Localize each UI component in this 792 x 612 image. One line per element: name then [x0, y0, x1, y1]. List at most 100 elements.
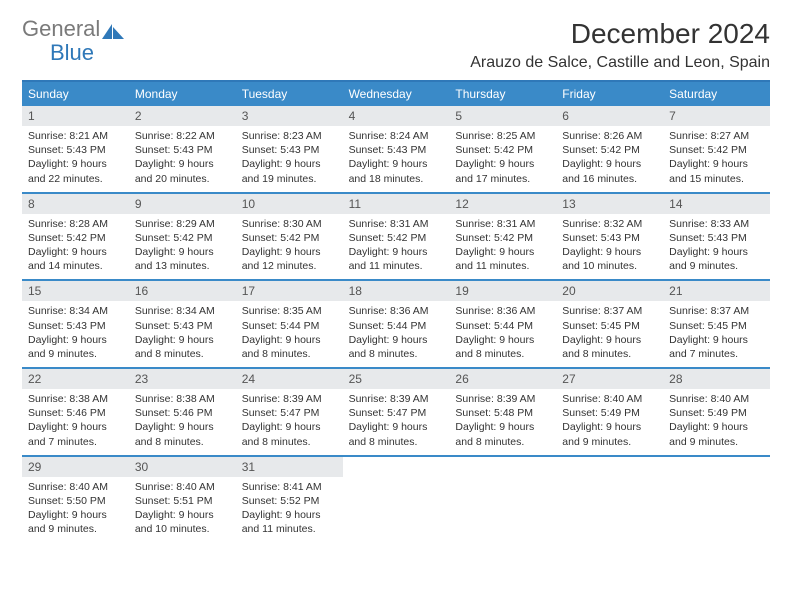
title-month: December 2024 — [470, 18, 770, 50]
brand-blue: Blue — [50, 42, 94, 64]
day-cell: 4 Sunrise: 8:24 AMSunset: 5:43 PMDaylight… — [343, 106, 450, 192]
day-details: Sunrise: 8:22 AMSunset: 5:43 PMDaylight:… — [131, 129, 234, 186]
day-cell: 7 Sunrise: 8:27 AMSunset: 5:42 PMDaylight… — [663, 106, 770, 192]
day-cell: 20 Sunrise: 8:37 AMSunset: 5:45 PMDayligh… — [556, 281, 663, 367]
day-details: Sunrise: 8:21 AMSunset: 5:43 PMDaylight:… — [24, 129, 127, 186]
day-details: Sunrise: 8:39 AMSunset: 5:47 PMDaylight:… — [238, 392, 341, 449]
day-number: 31 — [236, 457, 343, 477]
day-details: Sunrise: 8:37 AMSunset: 5:45 PMDaylight:… — [558, 304, 661, 361]
day-number: 26 — [449, 369, 556, 389]
day-details: Sunrise: 8:37 AMSunset: 5:45 PMDaylight:… — [665, 304, 768, 361]
day-number: 19 — [449, 281, 556, 301]
day-number: 4 — [343, 106, 450, 126]
day-cell: 19 Sunrise: 8:36 AMSunset: 5:44 PMDayligh… — [449, 281, 556, 367]
day-number: 10 — [236, 194, 343, 214]
day-number: 11 — [343, 194, 450, 214]
day-cell: 10 Sunrise: 8:30 AMSunset: 5:42 PMDayligh… — [236, 194, 343, 280]
day-number: 28 — [663, 369, 770, 389]
day-cell: 21 Sunrise: 8:37 AMSunset: 5:45 PMDayligh… — [663, 281, 770, 367]
day-number: 5 — [449, 106, 556, 126]
day-details: Sunrise: 8:35 AMSunset: 5:44 PMDaylight:… — [238, 304, 341, 361]
week-row: 29 Sunrise: 8:40 AMSunset: 5:50 PMDayligh… — [22, 457, 770, 543]
day-cell — [556, 457, 663, 543]
day-cell: 30 Sunrise: 8:40 AMSunset: 5:51 PMDayligh… — [129, 457, 236, 543]
day-cell: 25Sunrise: 8:39 AMSunset: 5:47 PMDayligh… — [343, 369, 450, 455]
day-details: Sunrise: 8:39 AMSunset: 5:47 PMDaylight:… — [345, 392, 448, 449]
day-cell: 31Sunrise: 8:41 AMSunset: 5:52 PMDayligh… — [236, 457, 343, 543]
day-cell: 6Sunrise: 8:26 AMSunset: 5:42 PMDaylight… — [556, 106, 663, 192]
day-cell: 23 Sunrise: 8:38 AMSunset: 5:46 PMDayligh… — [129, 369, 236, 455]
day-number: 7 — [663, 106, 770, 126]
day-cell: 17 Sunrise: 8:35 AMSunset: 5:44 PMDayligh… — [236, 281, 343, 367]
day-details: Sunrise: 8:40 AMSunset: 5:51 PMDaylight:… — [131, 480, 234, 537]
day-cell: 16 Sunrise: 8:34 AMSunset: 5:43 PMDayligh… — [129, 281, 236, 367]
day-number: 8 — [22, 194, 129, 214]
day-number: 30 — [129, 457, 236, 477]
day-details: Sunrise: 8:36 AMSunset: 5:44 PMDaylight:… — [345, 304, 448, 361]
day-number: 20 — [556, 281, 663, 301]
day-number: 14 — [663, 194, 770, 214]
dayname-cell: Friday — [556, 82, 663, 106]
day-number: 3 — [236, 106, 343, 126]
header: GeneralBlue December 2024 Arauzo de Salc… — [22, 18, 770, 72]
day-details: Sunrise: 8:24 AMSunset: 5:43 PMDaylight:… — [345, 129, 448, 186]
day-details: Sunrise: 8:34 AMSunset: 5:43 PMDaylight:… — [24, 304, 127, 361]
week-row: 1 Sunrise: 8:21 AMSunset: 5:43 PMDaylight… — [22, 106, 770, 194]
day-number: 6 — [556, 106, 663, 126]
day-details: Sunrise: 8:32 AMSunset: 5:43 PMDaylight:… — [558, 217, 661, 274]
day-cell: 28 Sunrise: 8:40 AMSunset: 5:49 PMDayligh… — [663, 369, 770, 455]
day-cell: 27 Sunrise: 8:40 AMSunset: 5:49 PMDayligh… — [556, 369, 663, 455]
dayname-cell: Wednesday — [343, 82, 450, 106]
day-details: Sunrise: 8:40 AMSunset: 5:49 PMDaylight:… — [665, 392, 768, 449]
day-number: 16 — [129, 281, 236, 301]
title-block: December 2024 Arauzo de Salce, Castille … — [470, 18, 770, 72]
dayname-cell: Sunday — [22, 82, 129, 106]
day-details: Sunrise: 8:38 AMSunset: 5:46 PMDaylight:… — [131, 392, 234, 449]
day-details: Sunrise: 8:33 AMSunset: 5:43 PMDaylight:… — [665, 217, 768, 274]
brand-logo: GeneralBlue — [22, 18, 126, 64]
day-number: 22 — [22, 369, 129, 389]
dayname-cell: Thursday — [449, 82, 556, 106]
day-number: 17 — [236, 281, 343, 301]
week-row: 22Sunrise: 8:38 AMSunset: 5:46 PMDayligh… — [22, 369, 770, 457]
day-number: 1 — [22, 106, 129, 126]
day-details: Sunrise: 8:39 AMSunset: 5:48 PMDaylight:… — [451, 392, 554, 449]
day-cell: 12 Sunrise: 8:31 AMSunset: 5:42 PMDayligh… — [449, 194, 556, 280]
day-details: Sunrise: 8:30 AMSunset: 5:42 PMDaylight:… — [238, 217, 341, 274]
day-number: 27 — [556, 369, 663, 389]
day-details: Sunrise: 8:38 AMSunset: 5:46 PMDaylight:… — [24, 392, 127, 449]
weeks-container: 1 Sunrise: 8:21 AMSunset: 5:43 PMDaylight… — [22, 106, 770, 542]
dayname-cell: Tuesday — [236, 82, 343, 106]
calendar: SundayMondayTuesdayWednesdayThursdayFrid… — [22, 80, 770, 542]
day-details: Sunrise: 8:40 AMSunset: 5:50 PMDaylight:… — [24, 480, 127, 537]
day-details: Sunrise: 8:36 AMSunset: 5:44 PMDaylight:… — [451, 304, 554, 361]
week-row: 15Sunrise: 8:34 AMSunset: 5:43 PMDayligh… — [22, 281, 770, 369]
day-number: 12 — [449, 194, 556, 214]
day-details: Sunrise: 8:27 AMSunset: 5:42 PMDaylight:… — [665, 129, 768, 186]
dayname-row: SundayMondayTuesdayWednesdayThursdayFrid… — [22, 82, 770, 106]
day-number: 21 — [663, 281, 770, 301]
day-cell — [663, 457, 770, 543]
day-cell: 29 Sunrise: 8:40 AMSunset: 5:50 PMDayligh… — [22, 457, 129, 543]
day-number: 2 — [129, 106, 236, 126]
day-cell: 8Sunrise: 8:28 AMSunset: 5:42 PMDaylight… — [22, 194, 129, 280]
day-number: 29 — [22, 457, 129, 477]
day-cell: 15Sunrise: 8:34 AMSunset: 5:43 PMDayligh… — [22, 281, 129, 367]
day-details: Sunrise: 8:34 AMSunset: 5:43 PMDaylight:… — [131, 304, 234, 361]
title-location: Arauzo de Salce, Castille and Leon, Spai… — [470, 54, 770, 72]
day-cell: 1 Sunrise: 8:21 AMSunset: 5:43 PMDaylight… — [22, 106, 129, 192]
day-cell: 9Sunrise: 8:29 AMSunset: 5:42 PMDaylight… — [129, 194, 236, 280]
day-number: 13 — [556, 194, 663, 214]
sail-icon — [102, 22, 126, 38]
day-number: 18 — [343, 281, 450, 301]
day-number: 9 — [129, 194, 236, 214]
day-details: Sunrise: 8:40 AMSunset: 5:49 PMDaylight:… — [558, 392, 661, 449]
day-details: Sunrise: 8:31 AMSunset: 5:42 PMDaylight:… — [451, 217, 554, 274]
dayname-cell: Saturday — [663, 82, 770, 106]
week-row: 8Sunrise: 8:28 AMSunset: 5:42 PMDaylight… — [22, 194, 770, 282]
day-cell: 26 Sunrise: 8:39 AMSunset: 5:48 PMDayligh… — [449, 369, 556, 455]
day-number: 23 — [129, 369, 236, 389]
day-cell: 11Sunrise: 8:31 AMSunset: 5:42 PMDayligh… — [343, 194, 450, 280]
day-cell — [449, 457, 556, 543]
day-number: 24 — [236, 369, 343, 389]
